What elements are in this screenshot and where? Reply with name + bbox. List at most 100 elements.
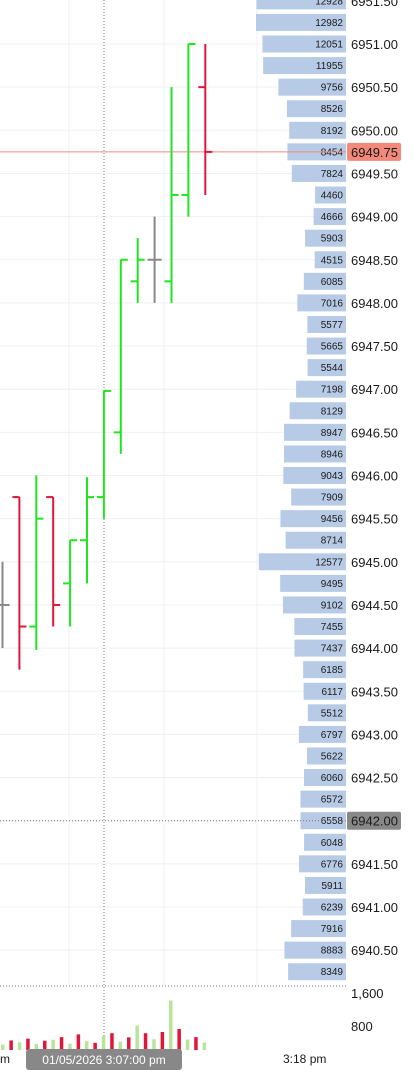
volume-profile-bar: [303, 661, 346, 679]
volume-profile-label: 5622: [321, 751, 344, 762]
volume-profile-bar: [296, 380, 346, 398]
crosshair-time-label: 01/05/2026 3:07:00 pm: [42, 1053, 165, 1067]
volume-profile-bar: [285, 531, 346, 549]
volume-profile-bar: [283, 423, 346, 441]
volume-profile-bar: [291, 488, 346, 506]
ohlc-bar: [0, 561, 10, 649]
volume-profile-label: 5903: [321, 234, 344, 245]
price-axis-tick: 6951.50: [351, 0, 398, 9]
ohlc-bar: [130, 238, 145, 303]
volume-profile-label: 9756: [321, 83, 344, 94]
volume-profile-bar: [300, 812, 346, 830]
price-axis-tick: 6947.00: [351, 382, 398, 397]
volume-profile-bar: [286, 100, 346, 118]
price-axis-tick: 6946.00: [351, 469, 398, 484]
volume-profile-label: 4515: [321, 255, 344, 266]
volume-profile-bar: [280, 574, 346, 592]
volume-profile-bar: [278, 78, 346, 96]
volume-profile-label: 7916: [321, 924, 344, 935]
volume-profile-bar: [294, 618, 346, 636]
volume-profile-label: 9495: [321, 579, 344, 590]
volume-profile-label: 9102: [321, 600, 344, 611]
volume-profile-bar: [305, 229, 346, 247]
price-axis-tick: 6949.00: [351, 210, 398, 225]
volume-profile-bar: [256, 13, 346, 31]
volume-profile-label: 6185: [321, 665, 344, 676]
volume-profile-bar: [304, 833, 346, 851]
volume-profile: 12928 12982 12051 11955 9756 8526 8192 8454 7824…: [256, 0, 346, 981]
volume-profile-bar: [297, 294, 346, 312]
volume-profile-bar: [315, 186, 346, 204]
volume-profile-bar: [282, 596, 346, 614]
price-axis-tick: 6948.50: [351, 253, 398, 268]
volume-bar: [68, 1043, 72, 1050]
volume-bar: [43, 1040, 47, 1050]
crosshair-price-label: 6942.00: [351, 814, 398, 829]
volume-profile-label: 8192: [321, 126, 344, 137]
volume-profile-label: 6572: [321, 795, 344, 806]
volume-bar: [160, 1032, 165, 1050]
volume-profile-label: 12928: [315, 0, 343, 7]
volume-profile-bar: [303, 769, 346, 787]
volume-profile-label: 5577: [321, 320, 344, 331]
volume-profile-bar: [289, 121, 346, 139]
price-axis-tick: 6940.50: [351, 943, 398, 958]
time-axis-label: 3:18 pm: [283, 1052, 326, 1066]
reference-lines: [0, 0, 346, 1046]
volume-profile-label: 6117: [321, 687, 343, 698]
last-price-label: 6949.75: [351, 145, 398, 160]
volume-bar: [118, 1041, 123, 1050]
volume-profile-bar: [258, 553, 346, 571]
ohlc-bar: [198, 44, 213, 196]
price-axis-tick: 6949.50: [351, 166, 398, 181]
ohlc-bar: [164, 87, 179, 303]
volume-profile-bar: [303, 272, 346, 290]
volume-profile-label: 6558: [321, 816, 344, 827]
last-price-badge: [347, 142, 401, 161]
volume-profile-label: 6048: [321, 838, 344, 849]
price-axis-tick: 6948.00: [351, 296, 398, 311]
volume-profile-label: 7824: [321, 169, 344, 180]
volume-profile-label: 5911: [321, 881, 343, 892]
volume-bar: [127, 1037, 131, 1050]
price-axis-tick: 6947.50: [351, 339, 398, 354]
volume-profile-bar: [294, 639, 346, 657]
volume-profile-label: 8129: [321, 406, 344, 417]
volume-profile-label: 12982: [315, 18, 343, 29]
ohlc-bar: [46, 496, 61, 627]
volume-profile-label: 6797: [321, 730, 344, 741]
volume-profile-bar: [307, 747, 346, 765]
volume-profile-label: 12577: [315, 557, 343, 568]
price-axis-tick: 6951.00: [351, 37, 398, 52]
volume-profile-bar: [288, 963, 346, 981]
volume-profile-label: 9456: [321, 514, 344, 525]
volume-bar: [85, 1041, 89, 1050]
volume-bar: [110, 1033, 114, 1050]
volume-profile-label: 12051: [315, 40, 343, 51]
price-axis-tick: 6942.50: [351, 771, 398, 786]
price-axis-tick: 6941.50: [351, 857, 398, 872]
volume-profile-label: 9043: [321, 471, 344, 482]
volume-profile-bar: [291, 164, 346, 182]
ohlc-bar: [29, 475, 44, 650]
volume-bars: [1, 1000, 207, 1050]
volume-axis-tick: 800: [351, 1019, 373, 1034]
volume-profile-bar: [289, 402, 346, 420]
volume-profile-bar: [283, 467, 346, 484]
price-axis-tick: 6950.50: [351, 80, 398, 95]
volume-profile-label: 6085: [321, 277, 344, 288]
volume-profile-label: 6060: [321, 773, 344, 784]
volume-profile-label: 4460: [321, 191, 344, 202]
volume-profile-bar: [314, 251, 346, 269]
volume-axis-tick: 1,600: [351, 986, 384, 1001]
volume-bar: [135, 1025, 139, 1050]
volume-profile-bar: [298, 725, 346, 743]
volume-profile-label: 8883: [321, 946, 344, 957]
price-bars: [0, 43, 213, 670]
volume-profile-bar: [283, 445, 346, 463]
volume-profile-label: 7016: [321, 298, 344, 309]
volume-profile-label: 8526: [321, 104, 344, 115]
volume-bar: [59, 1037, 64, 1050]
volume-bar: [185, 1039, 190, 1050]
